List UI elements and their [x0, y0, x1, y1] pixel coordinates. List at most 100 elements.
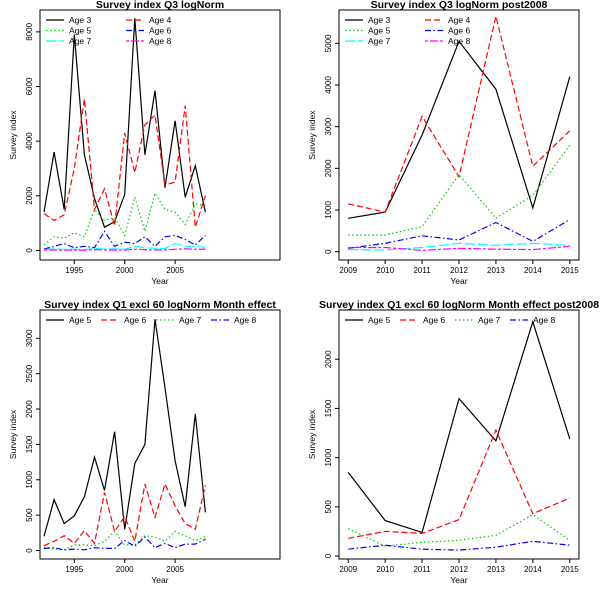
plot-frame	[338, 9, 580, 261]
plot-frame	[338, 309, 580, 560]
chart-title: Survey index Q3 logNorm	[96, 0, 224, 11]
legend-entry: Age 3	[69, 15, 91, 25]
legend-entry: Age 8	[234, 315, 256, 325]
legend-entry: Age 7	[368, 36, 390, 46]
legend-entry: Age 7	[179, 315, 201, 325]
x-tick-label: 1995	[65, 565, 83, 574]
y-tick-label: 8000	[25, 22, 34, 40]
y-tick-label: 0	[25, 548, 34, 553]
x-tick-label: 2010	[376, 266, 394, 275]
x-tick-label: 2005	[166, 266, 184, 275]
series-line-age-3	[348, 40, 571, 219]
series-line-age-7	[43, 242, 206, 251]
chart-title: Survey index Q1 excl 60 logNorm Month ef…	[44, 299, 276, 311]
series-line-age-6	[43, 230, 206, 250]
y-tick-label: 6000	[25, 77, 34, 95]
y-axis-label: Survey index	[8, 110, 18, 160]
chart-panel-3: Survey index Q1 excl 60 logNorm Month ef…	[8, 299, 281, 585]
x-tick-label: 2015	[561, 565, 579, 574]
x-tick-label: 2013	[487, 266, 505, 275]
chart-panel-4: Survey index Q1 excl 60 logNorm Month ef…	[307, 299, 599, 585]
y-tick-label: 1500	[324, 399, 333, 417]
y-axis-label: Survey index	[8, 409, 18, 459]
y-tick-label: 500	[324, 500, 333, 514]
x-axis-label: Year	[450, 276, 467, 286]
series-line-age-6	[43, 482, 206, 547]
x-tick-label: 2013	[487, 565, 505, 574]
legend-entry: Age 8	[448, 36, 470, 46]
series-line-age-5	[43, 191, 206, 246]
x-tick-label: 2010	[376, 565, 394, 574]
legend-entry: Age 8	[149, 36, 171, 46]
series-line-age-8	[348, 245, 570, 252]
y-tick-label: 2000	[25, 400, 34, 418]
x-axis-label: Year	[151, 276, 168, 286]
y-tick-label: 2000	[25, 186, 34, 204]
x-axis-label: Year	[450, 575, 467, 585]
chart-title: Survey index Q1 excl 60 logNorm Month ef…	[319, 299, 599, 311]
legend-entry: Age 5	[368, 315, 390, 325]
y-tick-label: 4000	[324, 76, 333, 94]
x-tick-label: 2011	[413, 565, 431, 574]
y-tick-label: 1000	[25, 470, 34, 488]
x-tick-label: 2012	[450, 565, 468, 574]
x-tick-label: 2009	[339, 565, 357, 574]
x-tick-label: 2014	[524, 565, 542, 574]
x-tick-label: 2009	[339, 266, 357, 275]
x-tick-label: 2000	[116, 266, 134, 275]
y-tick-label: 0	[324, 553, 333, 558]
chart-title: Survey index Q3 logNorm post2008	[371, 0, 548, 11]
legend-entry: Age 5	[69, 315, 91, 325]
legend-entry: Age 6	[149, 26, 171, 36]
x-axis-label: Year	[151, 575, 168, 585]
legend-entry: Age 7	[69, 36, 91, 46]
legend-entry: Age 4	[448, 15, 470, 25]
y-tick-label: 3000	[25, 329, 34, 347]
y-tick-label: 0	[25, 248, 34, 253]
legend-entry: Age 8	[533, 315, 555, 325]
series-line-age-7	[347, 513, 571, 547]
legend-entry: Age 5	[368, 26, 390, 36]
y-tick-label: 1500	[25, 435, 34, 453]
x-tick-label: 2014	[524, 266, 542, 275]
legend-entry: Age 5	[69, 26, 91, 36]
series-line-age-7	[348, 242, 570, 251]
legend-entry: Age 6	[124, 315, 146, 325]
plot-frame	[39, 309, 281, 560]
y-tick-label: 2000	[324, 350, 333, 368]
x-tick-label: 2005	[166, 565, 184, 574]
y-tick-label: 5000	[324, 34, 333, 52]
x-tick-label: 2015	[561, 266, 579, 275]
y-tick-label: 500	[25, 508, 34, 522]
y-axis-label: Survey index	[307, 110, 317, 160]
x-tick-label: 1995	[65, 266, 83, 275]
y-tick-label: 2000	[324, 159, 333, 177]
legend-entry: Age 3	[368, 15, 390, 25]
x-tick-label: 2012	[450, 266, 468, 275]
x-tick-label: 2000	[116, 565, 134, 574]
legend-entry: Age 6	[448, 26, 470, 36]
plot-frame	[39, 9, 281, 261]
legend-entry: Age 6	[423, 315, 445, 325]
y-axis-label: Survey index	[307, 409, 317, 459]
y-tick-label: 1000	[324, 448, 333, 466]
series-line-age-5	[43, 319, 206, 537]
series-line-age-8	[43, 248, 206, 251]
series-line-age-4	[43, 98, 206, 228]
series-line-age-5	[348, 145, 571, 236]
y-tick-label: 0	[324, 249, 333, 254]
y-tick-label: 2500	[25, 364, 34, 382]
legend-entry: Age 7	[478, 315, 500, 325]
y-tick-label: 1000	[324, 201, 333, 219]
series-line-age-8	[43, 536, 206, 551]
series-line-age-8	[348, 540, 570, 551]
legend-entry: Age 4	[149, 15, 171, 25]
chart-panel-2: Survey index Q3 logNorm post2008 2009 2010…	[307, 0, 580, 286]
series-line-age-5	[347, 319, 571, 534]
series-line-age-3	[43, 18, 206, 229]
series-line-age-4	[348, 16, 571, 213]
series-line-age-7	[43, 530, 206, 551]
x-tick-label: 2011	[413, 266, 431, 275]
